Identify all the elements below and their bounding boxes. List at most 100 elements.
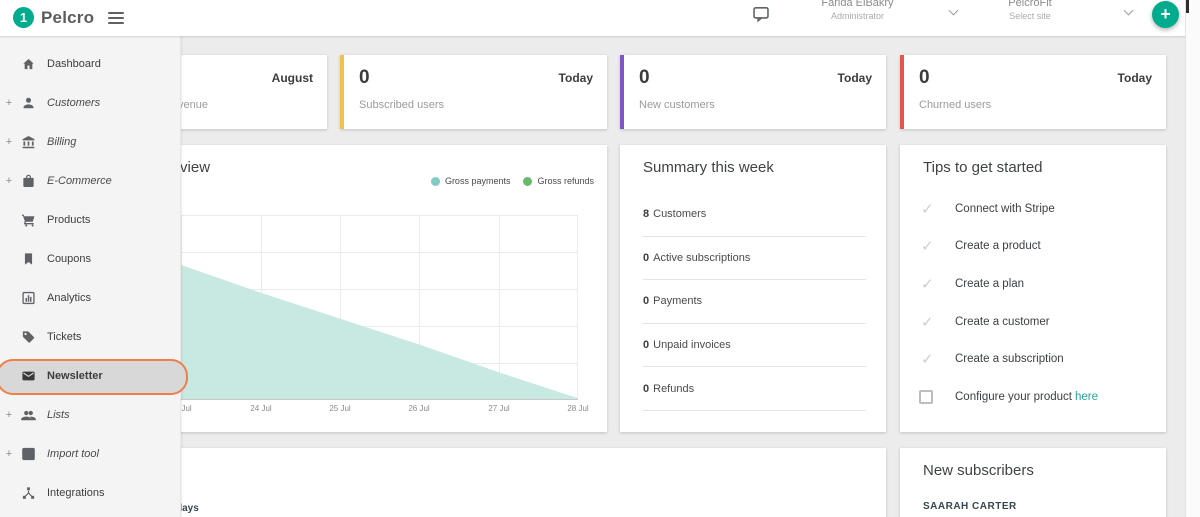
check-icon: [921, 237, 934, 255]
gridline: [577, 215, 578, 400]
gridline: [499, 215, 500, 400]
check-icon: [921, 200, 934, 218]
summary-count: 0: [643, 382, 650, 395]
summary-count: 0: [643, 295, 650, 308]
overview-area-svg: [102, 237, 578, 400]
pelcro-logo-icon: 1: [13, 7, 34, 28]
add-button[interactable]: [1152, 1, 1179, 28]
gridline: [340, 215, 341, 400]
sidebar-item-label: Products: [47, 213, 91, 226]
here-link[interactable]: here: [1074, 390, 1099, 403]
tip-label: Create a customer: [955, 315, 1050, 328]
tip-label: Connect with Stripe: [955, 202, 1055, 215]
stat-card-churned-users: 0 Today Churned users: [900, 55, 1166, 129]
stat-value: 0: [639, 67, 650, 88]
tip-label: Configure your product here: [955, 391, 1098, 403]
tip-configure-product[interactable]: Configure your product here: [900, 378, 1166, 416]
stat-value: 0: [359, 67, 370, 88]
x-tick: 24 Jul: [250, 404, 272, 413]
user-name: Farida ElBakry: [821, 0, 894, 9]
summary-label: Payments: [653, 295, 703, 308]
chevron-down-icon[interactable]: [948, 5, 959, 16]
user-role: Administrator: [830, 11, 884, 21]
sidebar-item-billing[interactable]: Billing: [0, 122, 180, 161]
sidebar-item-integrations[interactable]: Integrations: [0, 473, 180, 512]
sidebar-item-label: E-Commerce: [47, 174, 112, 187]
legend-label: Gross refunds: [537, 176, 594, 186]
stat-card-new-customers: 0 Today New customers: [620, 55, 886, 129]
subscriber-name[interactable]: SAARAH CARTER: [923, 501, 1017, 512]
chat-icon[interactable]: [752, 5, 770, 23]
sidebar-item-label: Dashboard: [47, 57, 101, 70]
bank-icon: [21, 134, 36, 149]
bar-chart-icon: [21, 290, 36, 305]
summary-label: Unpaid invoices: [653, 339, 731, 352]
expand-plus-icon: [4, 175, 14, 187]
summary-row: 0 Payments: [643, 280, 866, 324]
sidebar-item-dashboard[interactable]: Dashboard: [0, 44, 180, 83]
tips-card: Tips to get started Connect with Stripe …: [900, 145, 1166, 432]
tip-create-product[interactable]: Create a product: [900, 228, 1166, 266]
scrollbar-thumb[interactable]: [1186, 0, 1189, 13]
gridline: [419, 215, 420, 400]
sidebar-item-label: Import tool: [47, 447, 99, 460]
sidebar-item-products[interactable]: Products: [0, 200, 180, 239]
new-subscribers-card: New subscribers SAARAH CARTER: [900, 448, 1166, 517]
sidebar-item-coupons[interactable]: Coupons: [0, 239, 180, 278]
sidebar-item-import-tool[interactable]: Import tool: [0, 434, 180, 473]
sidebar-item-customers[interactable]: Customers: [0, 83, 180, 122]
stat-period: Today: [558, 71, 593, 85]
stat-period: Today: [837, 71, 872, 85]
sidebar-item-lists[interactable]: Lists: [0, 395, 180, 434]
checkbox[interactable]: [919, 389, 933, 404]
expand-plus-icon: [4, 448, 14, 460]
menu-icon[interactable]: [108, 12, 124, 27]
pelcro-logo[interactable]: 1 Pelcro: [13, 7, 94, 28]
summary-row: 0 Unpaid invoices: [643, 324, 866, 368]
integrations-icon: [21, 485, 36, 500]
sidebar-item-label: Newsletter: [47, 369, 103, 382]
legend-gross-refunds[interactable]: Gross refunds: [523, 176, 594, 186]
summary-row: 0 Refunds: [643, 367, 866, 411]
x-axis: [102, 399, 578, 400]
tip-create-customer[interactable]: Create a customer: [900, 303, 1166, 341]
tip-create-subscription[interactable]: Create a subscription: [900, 340, 1166, 378]
summary-count: 0: [643, 251, 650, 264]
tip-create-plan[interactable]: Create a plan: [900, 265, 1166, 303]
expand-plus-icon: [4, 97, 14, 109]
stat-period: Today: [1117, 71, 1152, 85]
summary-list: 8 Customers 0 Active subscriptions 0 Pay…: [643, 193, 866, 411]
summary-count: 0: [643, 339, 650, 352]
user-menu[interactable]: Farida ElBakry Administrator: [800, 0, 915, 21]
ticket-icon: [21, 329, 36, 344]
summary-label: Customers: [653, 208, 707, 221]
summary-card: Summary this week 8 Customers 0 Active s…: [620, 145, 886, 432]
x-tick: 23 Jul: [170, 404, 192, 413]
site-selector[interactable]: PelcroFit Select site: [975, 0, 1085, 21]
sidebar-item-newsletter[interactable]: Newsletter: [0, 356, 188, 395]
legend-gross-payments[interactable]: Gross payments: [430, 176, 511, 186]
chevron-down-icon[interactable]: [1123, 5, 1134, 16]
summary-label: Refunds: [653, 382, 695, 395]
brand-name: Pelcro: [41, 7, 95, 27]
tip-label: Create a product: [955, 240, 1041, 253]
legend-label: Gross payments: [444, 176, 511, 186]
sidebar-item-ecommerce[interactable]: E-Commerce: [0, 161, 180, 200]
sidebar-item-label: Integrations: [47, 486, 105, 499]
sidebar-item-analytics[interactable]: Analytics: [0, 278, 180, 317]
sidebar-item-label: Tickets: [47, 330, 82, 343]
sidebar-item-tickets[interactable]: Tickets: [0, 317, 180, 356]
x-tick: 28 Jul: [567, 404, 589, 413]
x-tick: 26 Jul: [408, 404, 430, 413]
stat-label: Subscribed users: [359, 99, 444, 111]
x-tick: 27 Jul: [488, 404, 510, 413]
tips-title: Tips to get started: [923, 159, 1043, 176]
person-icon: [21, 95, 36, 110]
sidebar-item-label: Coupons: [47, 252, 92, 265]
tip-connect-stripe[interactable]: Connect with Stripe: [900, 190, 1166, 228]
summary-count: 8: [643, 208, 650, 221]
check-icon: [921, 350, 934, 368]
scrollbar[interactable]: [1185, 0, 1200, 517]
x-tick: 25 Jul: [329, 404, 351, 413]
